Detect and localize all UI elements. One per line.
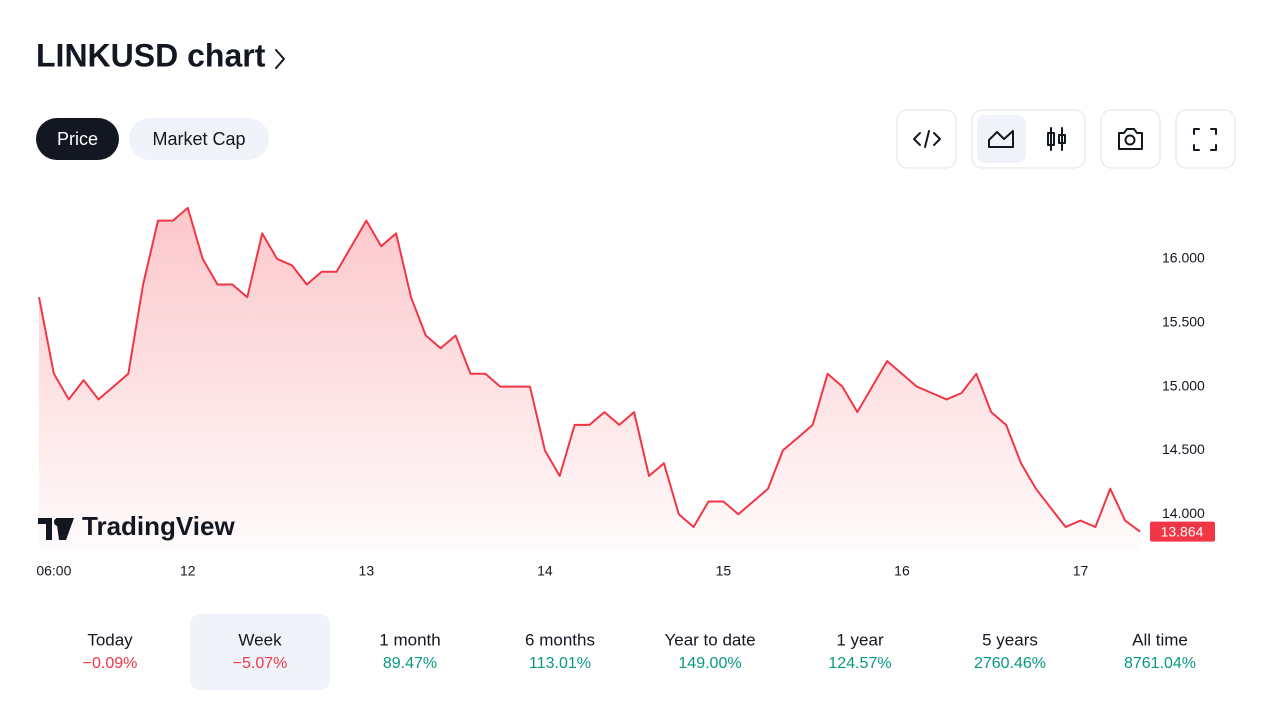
price-badge [1150, 521, 1215, 542]
candle-button[interactable] [1032, 115, 1080, 163]
tab[interactable] [129, 118, 269, 160]
x-tick-label: 16 [894, 563, 910, 579]
toolbar [896, 109, 1236, 169]
period-hit[interactable] [940, 614, 1080, 690]
price-badge-label: 13.864 [1161, 523, 1204, 539]
period-hit[interactable] [640, 614, 780, 690]
title[interactable]: LINKUSD chart [36, 37, 266, 73]
period-change: −0.09% [83, 655, 138, 672]
fullscreen-icon [1193, 128, 1217, 151]
period-label: 6 months [525, 630, 595, 649]
embed-icon [913, 130, 941, 148]
period-change: 149.00% [678, 655, 741, 672]
y-tick-label: 15.000 [1162, 377, 1205, 393]
period-change: 113.01% [529, 655, 591, 672]
tab-label: Price [57, 129, 98, 149]
watermark-logo [38, 518, 74, 540]
camera-lens [1124, 134, 1136, 146]
periods: Today −0.09% Week −5.07% 1 month 89.47% 6 mont… [40, 614, 1230, 690]
x-tick-label: 12 [180, 563, 196, 579]
camera-icon [1118, 128, 1143, 150]
x-tick-label: 15 [716, 563, 732, 579]
period-label: Today [87, 630, 133, 649]
period-hit[interactable] [40, 614, 180, 690]
y-tick-label: 16.000 [1162, 250, 1205, 266]
line [38, 206, 1141, 533]
y-tick-label: 14.500 [1162, 441, 1205, 457]
period-change: 8761.04% [1124, 655, 1196, 672]
period-label: 1 year [836, 630, 884, 649]
period-hit[interactable] [790, 614, 930, 690]
period-change: 2760.46% [974, 655, 1046, 672]
area-icon [988, 130, 1014, 148]
period-label: 1 month [379, 630, 440, 649]
tab[interactable] [36, 118, 119, 160]
area [39, 207, 1140, 550]
x-tick-label: 06:00 [36, 563, 71, 579]
y-tick-label: 15.500 [1162, 313, 1205, 329]
snapshot-button[interactable] [1100, 109, 1161, 169]
period-change: −5.07% [233, 655, 288, 672]
title-arrow[interactable] [275, 49, 285, 69]
candle-body [1058, 134, 1066, 144]
y-tick-label: 14.000 [1162, 505, 1205, 521]
candle-wicks [1050, 127, 1063, 151]
period-hit[interactable] [340, 614, 480, 690]
period-hit[interactable] [190, 614, 330, 690]
area-button[interactable] [977, 115, 1026, 163]
watermark: TradingView [38, 511, 235, 541]
x-tick-label: 13 [359, 563, 375, 579]
period-highlight [190, 614, 330, 690]
period-change: 89.47% [383, 655, 437, 672]
plot: 14.000 14.500 15.000 15.500 16.000 06:00 12 13 1… [36, 206, 1215, 579]
candle-body [1047, 132, 1055, 146]
x-tick-label: 14 [537, 563, 553, 579]
x-tick-label: 17 [1073, 563, 1089, 579]
period-label: All time [1132, 630, 1188, 649]
period-hit[interactable] [490, 614, 630, 690]
period-hit[interactable] [1090, 614, 1230, 690]
fullscreen-button[interactable] [1175, 109, 1236, 169]
tab-label: Market Cap [152, 129, 245, 149]
tabs: Price Market Cap [36, 118, 269, 160]
period-label: Year to date [664, 630, 755, 649]
period-label: 5 years [982, 630, 1038, 649]
period-change: 124.57% [828, 655, 891, 672]
watermark-logo-dot [54, 518, 62, 526]
period-label: Week [238, 630, 282, 649]
watermark-text: TradingView [82, 511, 235, 541]
